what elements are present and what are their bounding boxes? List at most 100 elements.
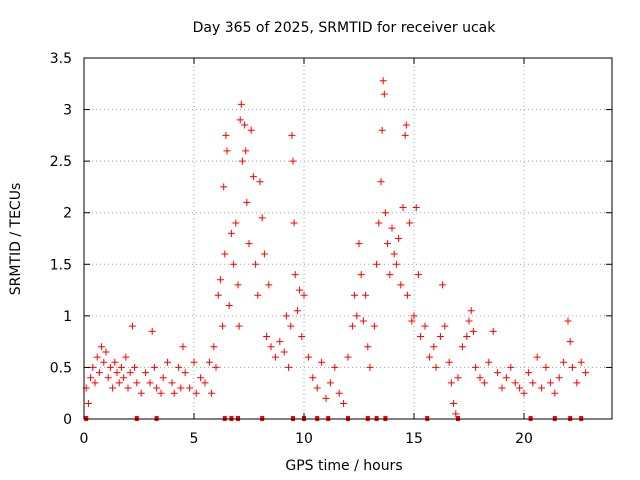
data-point: [564, 317, 572, 325]
data-point: [476, 374, 484, 382]
data-point: [300, 291, 308, 299]
data-point: [370, 322, 378, 330]
data-point: [502, 374, 510, 382]
data-point: [126, 369, 134, 377]
data-point: [232, 219, 240, 227]
data-point: [364, 343, 372, 351]
data-point: [212, 363, 220, 371]
data-points: [82, 77, 590, 418]
data-point: [452, 410, 460, 418]
data-point: [265, 281, 273, 289]
data-point: [560, 358, 568, 366]
data-point: [252, 260, 260, 268]
data-point: [288, 131, 296, 139]
data-point: [494, 369, 502, 377]
data-point: [150, 363, 158, 371]
data-point: [98, 343, 106, 351]
data-point: [362, 291, 370, 299]
data-point: [289, 157, 297, 165]
data-point: [582, 369, 590, 377]
data-point: [263, 332, 271, 340]
data-point: [111, 358, 119, 366]
data-point: [538, 384, 546, 392]
x-tick-label: 0: [80, 431, 89, 447]
x-tick-label: 10: [295, 431, 313, 447]
data-point: [524, 369, 532, 377]
x-tick-label: 15: [405, 431, 423, 447]
data-point: [402, 121, 410, 129]
data-point: [291, 271, 299, 279]
data-point: [533, 353, 541, 361]
x-axis-label: GPS time / hours: [285, 458, 402, 474]
data-point: [465, 317, 473, 325]
data-point: [190, 358, 198, 366]
data-point: [555, 374, 563, 382]
data-point: [546, 379, 554, 387]
data-point: [267, 343, 275, 351]
y-tick-label: 3: [63, 103, 72, 119]
data-point: [498, 384, 506, 392]
data-point: [412, 204, 420, 212]
data-point: [463, 332, 471, 340]
data-point: [326, 379, 334, 387]
data-point: [322, 394, 330, 402]
data-point: [489, 327, 497, 335]
data-point: [480, 379, 488, 387]
data-point: [242, 147, 250, 155]
data-point: [467, 307, 475, 315]
data-point: [238, 157, 246, 165]
data-point: [120, 374, 128, 382]
data-point: [124, 384, 132, 392]
data-point: [260, 250, 268, 258]
data-point: [104, 374, 112, 382]
data-point: [197, 374, 205, 382]
data-point: [256, 178, 264, 186]
data-point: [234, 281, 242, 289]
x-tick-label: 5: [190, 431, 199, 447]
data-point: [137, 389, 145, 397]
data-point: [293, 307, 301, 315]
data-point: [271, 353, 279, 361]
data-point: [276, 338, 284, 346]
data-point: [221, 250, 229, 258]
data-point: [384, 240, 392, 248]
data-point: [186, 384, 194, 392]
grid-lines: [84, 58, 612, 419]
data-point: [439, 281, 447, 289]
data-point: [378, 126, 386, 134]
data-point: [159, 374, 167, 382]
data-point: [175, 363, 183, 371]
data-point: [340, 400, 348, 408]
data-point: [375, 219, 383, 227]
data-point: [208, 389, 216, 397]
data-point: [89, 363, 97, 371]
data-point: [216, 276, 224, 284]
y-tick-label: 1.5: [50, 257, 72, 273]
data-point: [380, 90, 388, 98]
data-point: [179, 343, 187, 351]
data-point: [313, 384, 321, 392]
data-point: [406, 219, 414, 227]
data-point: [351, 291, 359, 299]
data-point: [421, 322, 429, 330]
data-point: [142, 369, 150, 377]
data-point: [146, 379, 154, 387]
data-point: [450, 400, 458, 408]
data-point: [210, 343, 218, 351]
data-point: [401, 131, 409, 139]
y-tick-label: 1: [63, 309, 72, 325]
data-point: [84, 400, 92, 408]
data-point: [408, 317, 416, 325]
data-point: [566, 338, 574, 346]
data-point: [397, 281, 405, 289]
data-point: [287, 322, 295, 330]
y-tick-label: 2.5: [50, 154, 72, 170]
data-point: [131, 363, 139, 371]
data-point: [168, 379, 176, 387]
data-point: [551, 389, 559, 397]
data-point: [225, 302, 233, 310]
data-point: [258, 214, 266, 222]
data-point: [445, 358, 453, 366]
data-point: [388, 224, 396, 232]
